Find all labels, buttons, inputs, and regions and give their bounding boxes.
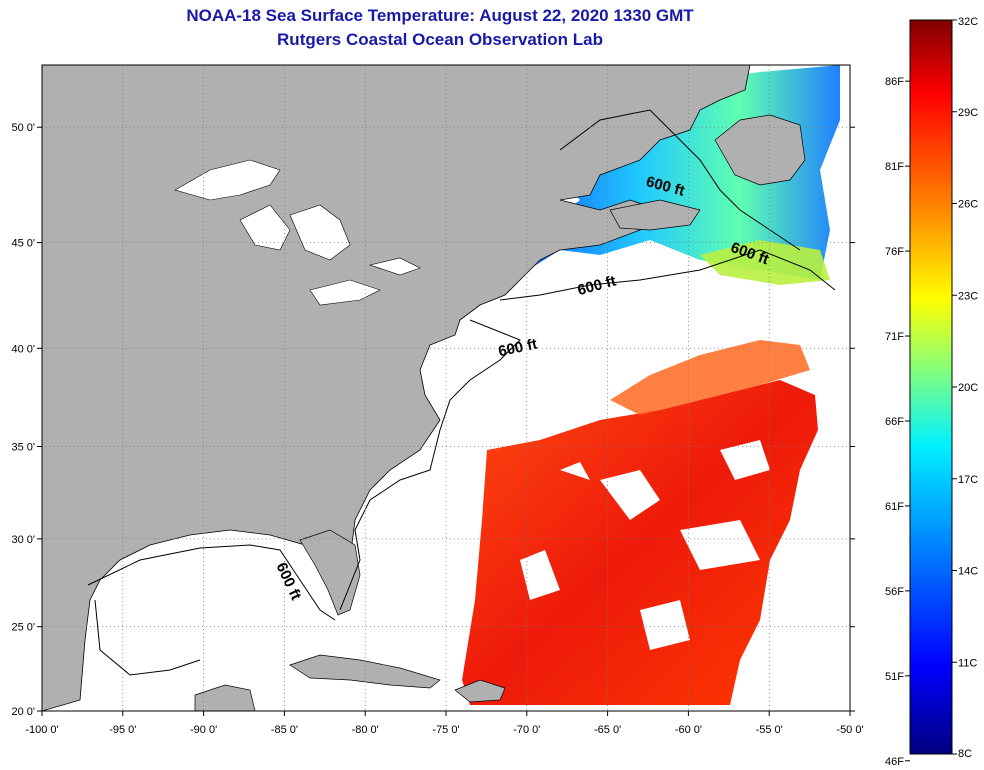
- lon-tick-label: -60 0': [675, 724, 702, 736]
- lon-tick-label: -55 0': [756, 724, 783, 736]
- colorbar-fahrenheit-label: 66F: [885, 416, 904, 428]
- florida-land: [299, 529, 361, 616]
- colorbar-fahrenheit-label: 46F: [885, 756, 904, 768]
- lon-tick-label: -95 0': [109, 724, 136, 736]
- colorbar-labels: 32C 29C 26C 23C 20C 17C 14C 11C 8C 86F 81F 76F 71F 66…: [885, 16, 978, 768]
- cloud-gaps: [520, 440, 770, 650]
- depth-contour-600ft: [87, 109, 836, 676]
- colorbar-celsius-label: 20C: [958, 382, 978, 394]
- lon-tick-label: -75 0': [432, 724, 459, 736]
- colorbar-celsius-label: 14C: [958, 566, 978, 578]
- hispaniola-land: [454, 679, 506, 703]
- longitude-axis: -100 0' -95 0' -90 0' -85 0' -80 0' -75 0' -70…: [25, 711, 864, 736]
- map-subtitle: Rutgers Coastal Ocean Observation Lab: [277, 30, 603, 49]
- temperature-colorbar: [909, 19, 953, 755]
- lon-tick-label: -90 0': [190, 724, 217, 736]
- lon-tick-label: -70 0': [513, 724, 540, 736]
- lon-tick-label: -50 0': [836, 724, 863, 736]
- colorbar-celsius-label: 32C: [958, 16, 978, 28]
- lat-tick-label: 30 0': [11, 534, 35, 546]
- colorbar-fahrenheit-label: 61F: [885, 501, 904, 513]
- yucatan-land: [194, 684, 256, 711]
- great-lakes: [174, 159, 421, 306]
- lat-tick-label: 25 0': [11, 622, 35, 634]
- cuba-land: [289, 654, 441, 689]
- colorbar-celsius-label: 17C: [958, 474, 978, 486]
- lat-tick-label: 50 0': [11, 122, 35, 134]
- latitude-axis: 20 0' 25 0' 30 0' 35 0' 40 0' 45 0' 50 0': [11, 122, 855, 718]
- map-title: NOAA-18 Sea Surface Temperature: August …: [186, 6, 694, 25]
- lat-tick-label: 20 0': [11, 706, 35, 718]
- map-graticule: [42, 65, 850, 711]
- lat-tick-label: 40 0': [11, 343, 35, 355]
- lat-tick-label: 45 0': [11, 238, 35, 250]
- sst-warm-patches: [610, 340, 810, 415]
- colorbar-fahrenheit-label: 51F: [885, 671, 904, 683]
- atlantic-canada-land: [609, 114, 806, 231]
- colorbar-celsius-label: 23C: [958, 290, 978, 302]
- lon-tick-label: -80 0': [352, 724, 379, 736]
- lon-tick-label: -100 0': [25, 724, 58, 736]
- colorbar-fahrenheit-label: 71F: [885, 331, 904, 343]
- colorbar-celsius-label: 26C: [958, 199, 978, 211]
- colorbar-celsius-label: 8C: [958, 748, 972, 760]
- colorbar-fahrenheit-label: 76F: [885, 246, 904, 258]
- lat-tick-label: 35 0': [11, 441, 35, 453]
- north-america-land: [42, 65, 751, 711]
- lon-tick-label: -85 0': [271, 724, 298, 736]
- colorbar-fahrenheit-label: 81F: [885, 161, 904, 173]
- colorbar-fahrenheit-label: 86F: [885, 76, 904, 88]
- colorbar-fahrenheit-label: 56F: [885, 586, 904, 598]
- lon-tick-label: -65 0': [594, 724, 621, 736]
- colorbar-celsius-label: 11C: [958, 657, 977, 669]
- sst-mild-region: [700, 240, 830, 285]
- colorbar-celsius-label: 29C: [958, 107, 978, 119]
